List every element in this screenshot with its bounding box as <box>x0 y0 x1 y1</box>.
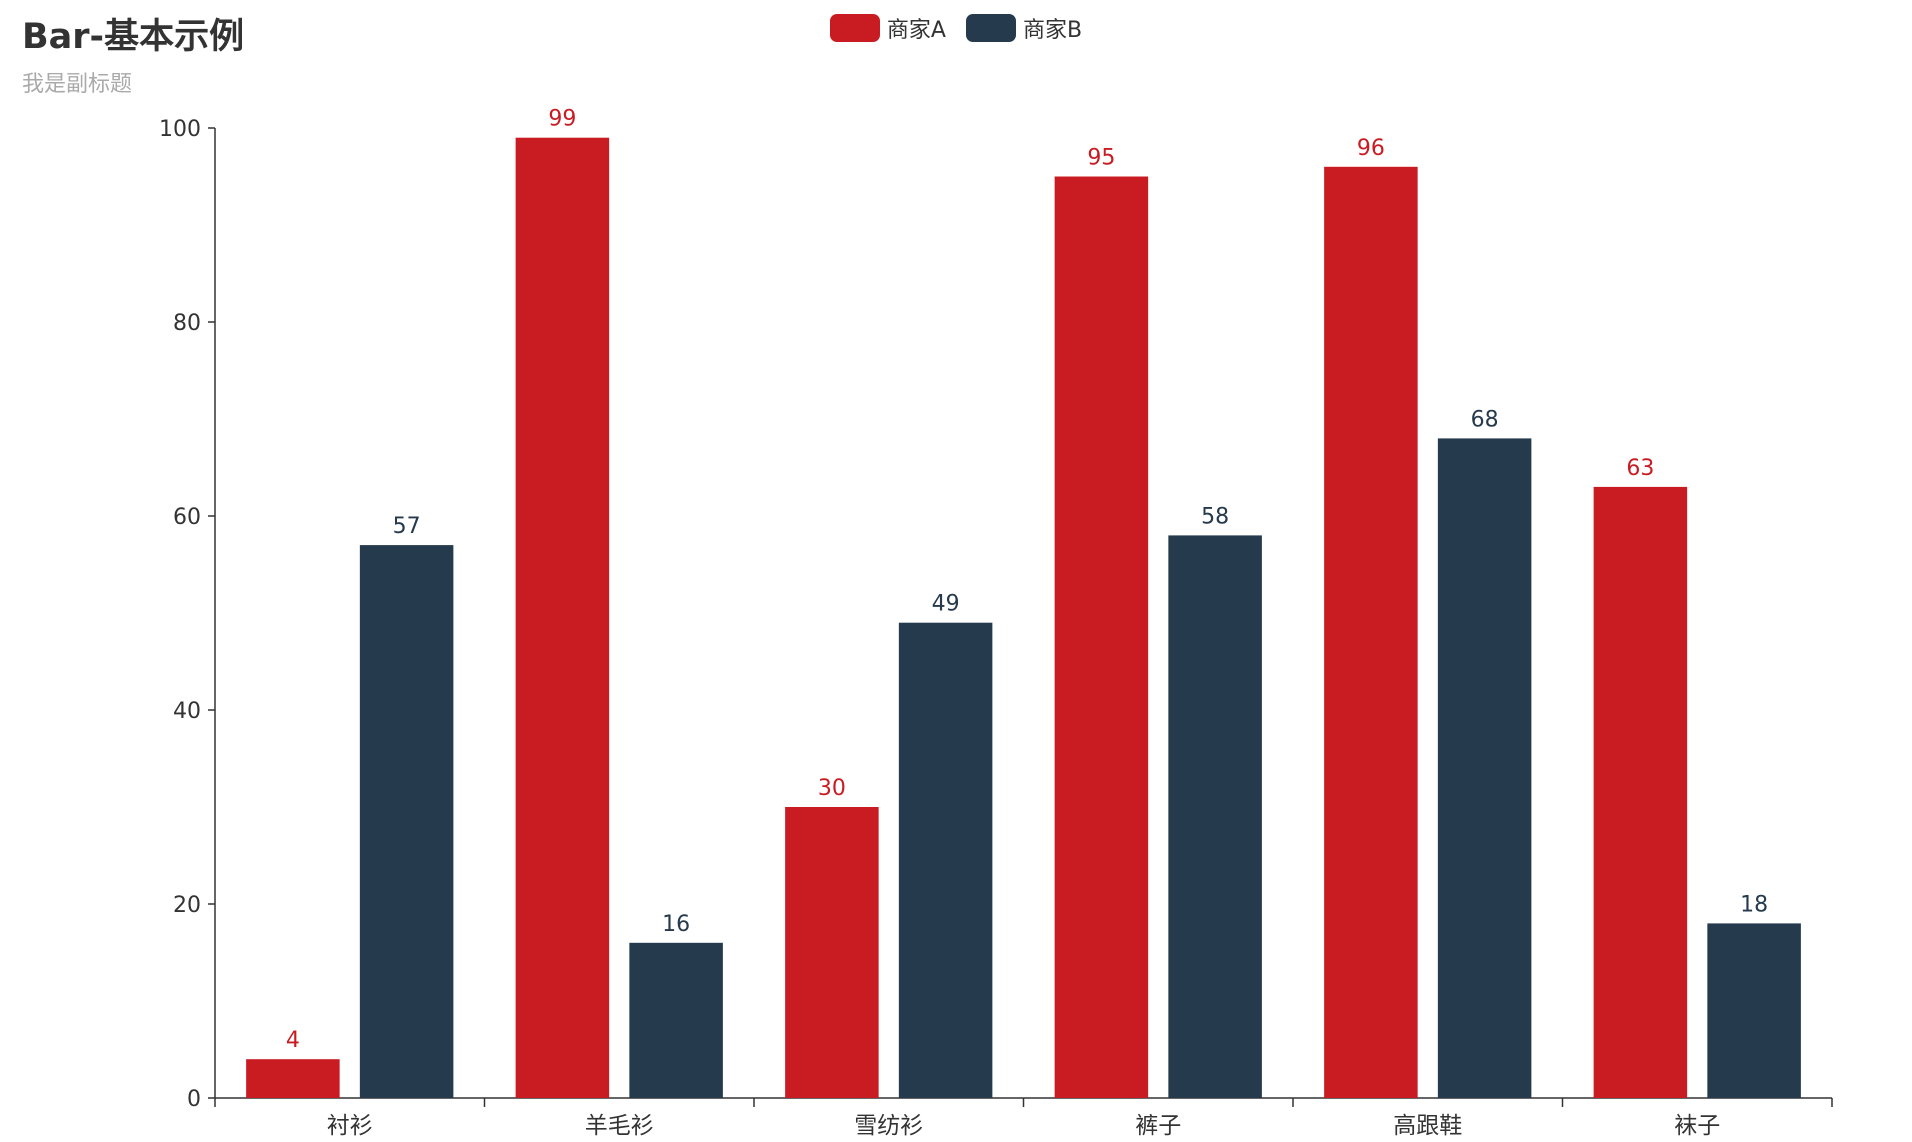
y-tick-label-1: 20 <box>173 893 201 918</box>
bar-s1-4 <box>1437 438 1532 1098</box>
bar-s0-4 <box>1324 166 1418 1099</box>
bar-label-s1-0: 57 <box>393 514 421 539</box>
x-tick-label-5: 袜子 <box>1674 1113 1720 1139</box>
y-tick-label-4: 80 <box>173 311 201 336</box>
y-tick-label-2: 40 <box>173 699 201 724</box>
x-tick-label-4: 高跟鞋 <box>1393 1113 1462 1139</box>
chart-subtitle: 我是副标题 <box>22 72 133 97</box>
bar-label-s1-1: 16 <box>662 912 690 937</box>
y-tick-label-3: 60 <box>173 505 201 530</box>
legend: 商家A 商家B <box>0 12 1912 44</box>
legend-item-series-b[interactable]: 商家B <box>965 12 1083 44</box>
legend-label-series-a: 商家A <box>886 18 946 43</box>
bar-s0-2 <box>785 807 879 1098</box>
bar-label-s0-3: 95 <box>1087 146 1115 171</box>
x-tick-label-3: 裤子 <box>1135 1113 1181 1139</box>
bar-s0-0 <box>246 1059 340 1098</box>
bar-label-s1-4: 68 <box>1471 407 1499 432</box>
bar-s1-3 <box>1168 535 1262 1098</box>
bar-s1-2 <box>898 622 993 1098</box>
bar-label-s0-2: 30 <box>818 776 846 801</box>
y-tick-label-5: 100 <box>159 117 201 142</box>
bar-s0-1 <box>515 137 610 1098</box>
bar-label-s1-2: 49 <box>932 592 960 617</box>
bar-label-s0-5: 63 <box>1626 456 1654 481</box>
y-tick-label-0: 0 <box>187 1087 201 1112</box>
bar-s0-3 <box>1054 176 1149 1098</box>
bar-s1-1 <box>629 942 723 1098</box>
legend-label-series-b: 商家B <box>1022 18 1083 43</box>
legend-item-series-a[interactable]: 商家A <box>829 12 946 44</box>
bar-label-s0-1: 99 <box>548 107 576 132</box>
chart-title: Bar-基本示例 <box>22 17 245 57</box>
bar-label-s1-3: 58 <box>1201 504 1229 529</box>
bar-label-s1-5: 18 <box>1740 892 1768 917</box>
x-tick-label-0: 衬衫 <box>327 1113 373 1139</box>
bar-label-s0-0: 4 <box>286 1028 300 1053</box>
bar-s1-0 <box>359 545 454 1098</box>
bar-s0-5 <box>1593 486 1688 1098</box>
bar-s1-5 <box>1707 923 1801 1098</box>
x-tick-label-1: 羊毛衫 <box>585 1113 654 1139</box>
legend-swatch-series-a <box>829 14 880 42</box>
x-tick-label-2: 雪纺衫 <box>854 1113 923 1139</box>
bar-label-s0-4: 96 <box>1357 136 1385 161</box>
legend-swatch-series-b <box>965 14 1016 42</box>
